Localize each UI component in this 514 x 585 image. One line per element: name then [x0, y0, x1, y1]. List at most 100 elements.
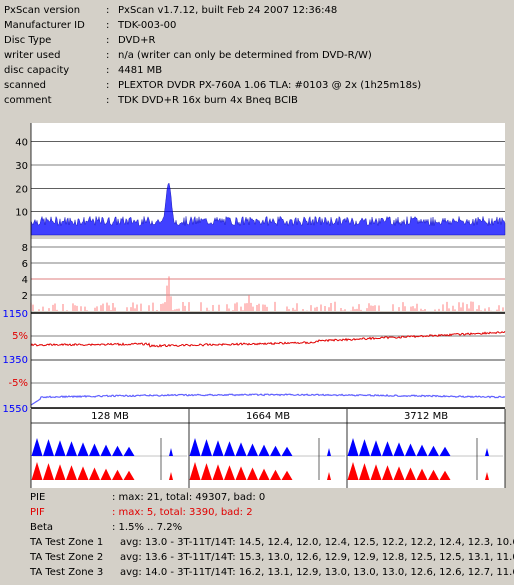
footer-value: : max: 5, total: 3390, bad: 2	[112, 507, 253, 518]
ta-top-peak	[485, 448, 489, 456]
ta-bottom-peak	[201, 463, 212, 480]
header-value: 4481 MB	[118, 65, 163, 76]
header-colon: :	[106, 20, 110, 31]
ta-top-peak	[281, 446, 293, 456]
header-colon: :	[106, 80, 110, 91]
header-value: DVD+R	[118, 35, 156, 46]
scan-chart: 40 30 20 10 8 6 4 2 1150 5% 1350 -5% 1550 128 MB 1664 …	[3, 123, 506, 488]
ta-top-peak	[224, 441, 235, 456]
pie-tick-label: 30	[15, 161, 28, 172]
scan-summary-footer: PIE: max: 21, total: 49307, bad: 0 PIF: m…	[0, 490, 514, 585]
jitter-tick-label: 1550	[3, 404, 28, 415]
ta-top-peak	[327, 448, 331, 456]
ta-bottom-peak	[66, 465, 77, 480]
ta-bottom-peak	[405, 467, 416, 480]
ta-top-peak	[416, 444, 428, 456]
ta-bottom-peak	[428, 469, 439, 480]
jitter-tick-label: 1350	[3, 355, 28, 366]
footer-value: avg: 14.0 - 3T-11T/14T: 16.2, 13.1, 12.9…	[120, 567, 514, 578]
footer-value: avg: 13.6 - 3T-11T/14T: 15.3, 13.0, 12.6…	[120, 552, 514, 563]
ta-zone-label: 1664 MB	[246, 411, 290, 422]
beta-tick-label: -5%	[9, 378, 28, 389]
ta-top-peak	[54, 440, 66, 456]
footer-label: Beta	[30, 522, 54, 533]
ta-top-peak	[439, 446, 451, 456]
ta-bottom-peak	[347, 462, 359, 480]
ta-top-peak	[201, 439, 212, 456]
ta-top-peak	[247, 443, 258, 456]
ta-bottom-peak	[281, 470, 293, 480]
header-colon: :	[106, 65, 110, 76]
beta-plot-bg	[31, 313, 505, 408]
footer-label: TA Test Zone 3	[30, 567, 104, 578]
ta-top-peak	[359, 439, 370, 456]
ta-bottom-peak	[43, 463, 54, 480]
ta-bottom-peak	[258, 468, 270, 480]
header-colon: :	[106, 5, 110, 16]
footer-value: : 1.5% .. 7.2%	[112, 522, 183, 533]
footer-label: TA Test Zone 1	[30, 537, 104, 548]
ta-plot-bg	[31, 409, 505, 488]
footer-label: TA Test Zone 2	[30, 552, 104, 563]
ta-bottom-peak	[382, 465, 393, 480]
header-colon: :	[106, 35, 110, 46]
ta-bottom-peak	[169, 472, 173, 480]
ta-bottom-peak	[327, 472, 331, 480]
ta-bottom-peak	[212, 464, 224, 480]
pie-tick-label: 10	[15, 208, 28, 219]
pif-tick-label: 6	[22, 259, 28, 270]
header-value: TDK DVD+R 16x burn 4x Bneq BCIB	[118, 95, 298, 106]
pif-tick-label: 8	[22, 243, 28, 254]
pif-tick-label: 4	[22, 275, 28, 286]
pif-plot-bg	[31, 239, 505, 311]
ta-bottom-peak	[393, 466, 405, 480]
ta-bottom-peak	[370, 464, 382, 480]
header-label: Manufacturer ID	[4, 20, 85, 31]
header-label: scanned	[4, 80, 47, 91]
ta-zone-label: 128 MB	[91, 411, 129, 422]
ta-top-peak	[189, 438, 201, 456]
header-label: PxScan version	[4, 5, 81, 16]
pie-tick-label: 40	[15, 138, 28, 149]
ta-top-peak	[169, 448, 173, 456]
ta-top-peak	[123, 446, 135, 456]
ta-bottom-peak	[31, 462, 43, 480]
ta-top-peak	[66, 441, 77, 456]
ta-zone-label: 3712 MB	[404, 411, 448, 422]
header-value: PxScan v1.7.12, built Feb 24 2007 12:36:…	[118, 5, 338, 16]
ta-bottom-peak	[189, 462, 201, 480]
header-label: comment	[4, 95, 52, 106]
footer-value: : max: 21, total: 49307, bad: 0	[112, 492, 266, 503]
header-value: n/a (writer can only be determined from …	[118, 50, 372, 61]
ta-top-peak	[77, 442, 89, 456]
ta-bottom-peak	[439, 470, 451, 480]
header-label: disc capacity	[4, 65, 70, 76]
ta-top-peak	[258, 444, 270, 456]
header-colon: :	[106, 50, 110, 61]
pie-series-area	[30, 182, 506, 236]
ta-top-peak	[89, 443, 100, 456]
ta-top-peak	[43, 439, 54, 456]
ta-bottom-peak	[485, 472, 489, 480]
pif-tick-label: 2	[22, 291, 28, 302]
ta-top-peak	[370, 440, 382, 456]
ta-bottom-peak	[359, 463, 370, 480]
ta-top-peak	[382, 441, 393, 456]
ta-bottom-peak	[77, 466, 89, 480]
jitter-tick-label: 1150	[3, 309, 28, 320]
header-label: writer used	[4, 50, 61, 61]
ta-top-peak	[235, 442, 247, 456]
header-colon: :	[106, 95, 110, 106]
header-label: Disc Type	[4, 35, 52, 46]
ta-bottom-peak	[235, 466, 247, 480]
ta-top-peak	[212, 440, 224, 456]
ta-top-peak	[112, 445, 123, 456]
ta-bottom-peak	[416, 468, 428, 480]
beta-tick-label: 5%	[12, 331, 28, 342]
ta-top-peak	[347, 438, 359, 456]
ta-bottom-peak	[100, 468, 112, 480]
beta-series-line	[30, 330, 506, 348]
jitter-series-line	[30, 393, 506, 406]
ta-bottom-peak	[270, 469, 281, 480]
header-value: TDK-003-00	[118, 20, 177, 31]
